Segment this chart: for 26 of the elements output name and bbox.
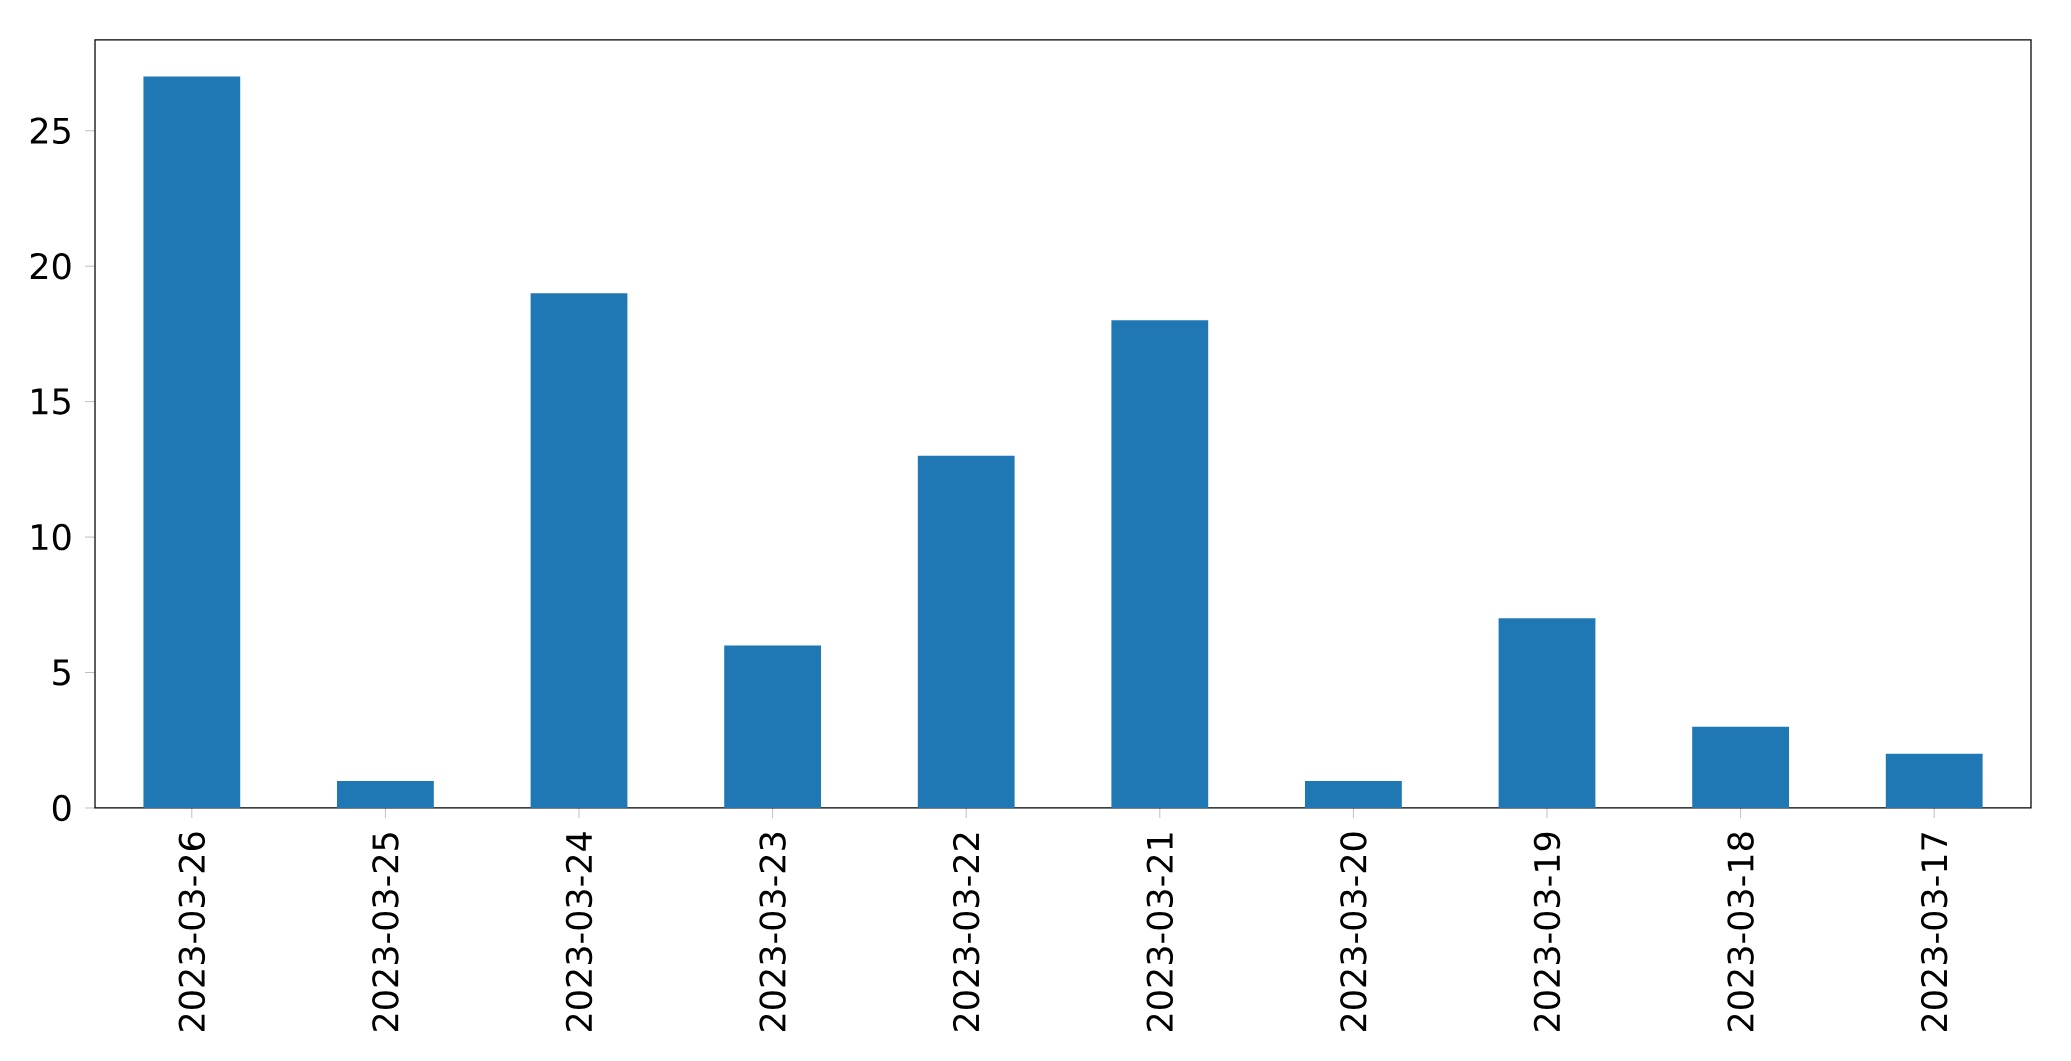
- bar: [1692, 726, 1789, 808]
- y-tick-label: 20: [30, 252, 71, 280]
- y-tick-label: 15: [32, 388, 70, 415]
- x-tick-label: 2023-03-17: [1920, 833, 1948, 1032]
- bar: [1885, 753, 1983, 808]
- x-tick-label: 2023-03-18: [1727, 832, 1754, 1032]
- bar: [1498, 618, 1596, 808]
- x-tick-label: 2023-03-22: [952, 833, 980, 1032]
- y-tick-label: 10: [32, 523, 71, 551]
- bar: [1305, 780, 1402, 808]
- bar: [337, 780, 434, 808]
- x-tick-label: 2023-03-21: [1146, 833, 1174, 1032]
- x-tick-label: 2023-03-26: [178, 832, 206, 1032]
- bar: [917, 455, 1015, 808]
- x-tick-label: 2023-03-23: [759, 832, 786, 1032]
- bar: [530, 293, 628, 808]
- y-tick-label: 0: [52, 794, 71, 822]
- bar: [143, 76, 241, 808]
- bar: [1111, 320, 1209, 808]
- x-tick-label: 2023-03-19: [1533, 832, 1561, 1032]
- y-tick-label: 5: [53, 659, 70, 686]
- y-tick-label: 25: [30, 117, 70, 144]
- x-tick-label: 2023-03-25: [372, 833, 399, 1032]
- bar: [724, 645, 821, 808]
- x-tick-label: 2023-03-20: [1340, 832, 1367, 1032]
- x-tick-label: 2023-03-24: [565, 832, 593, 1032]
